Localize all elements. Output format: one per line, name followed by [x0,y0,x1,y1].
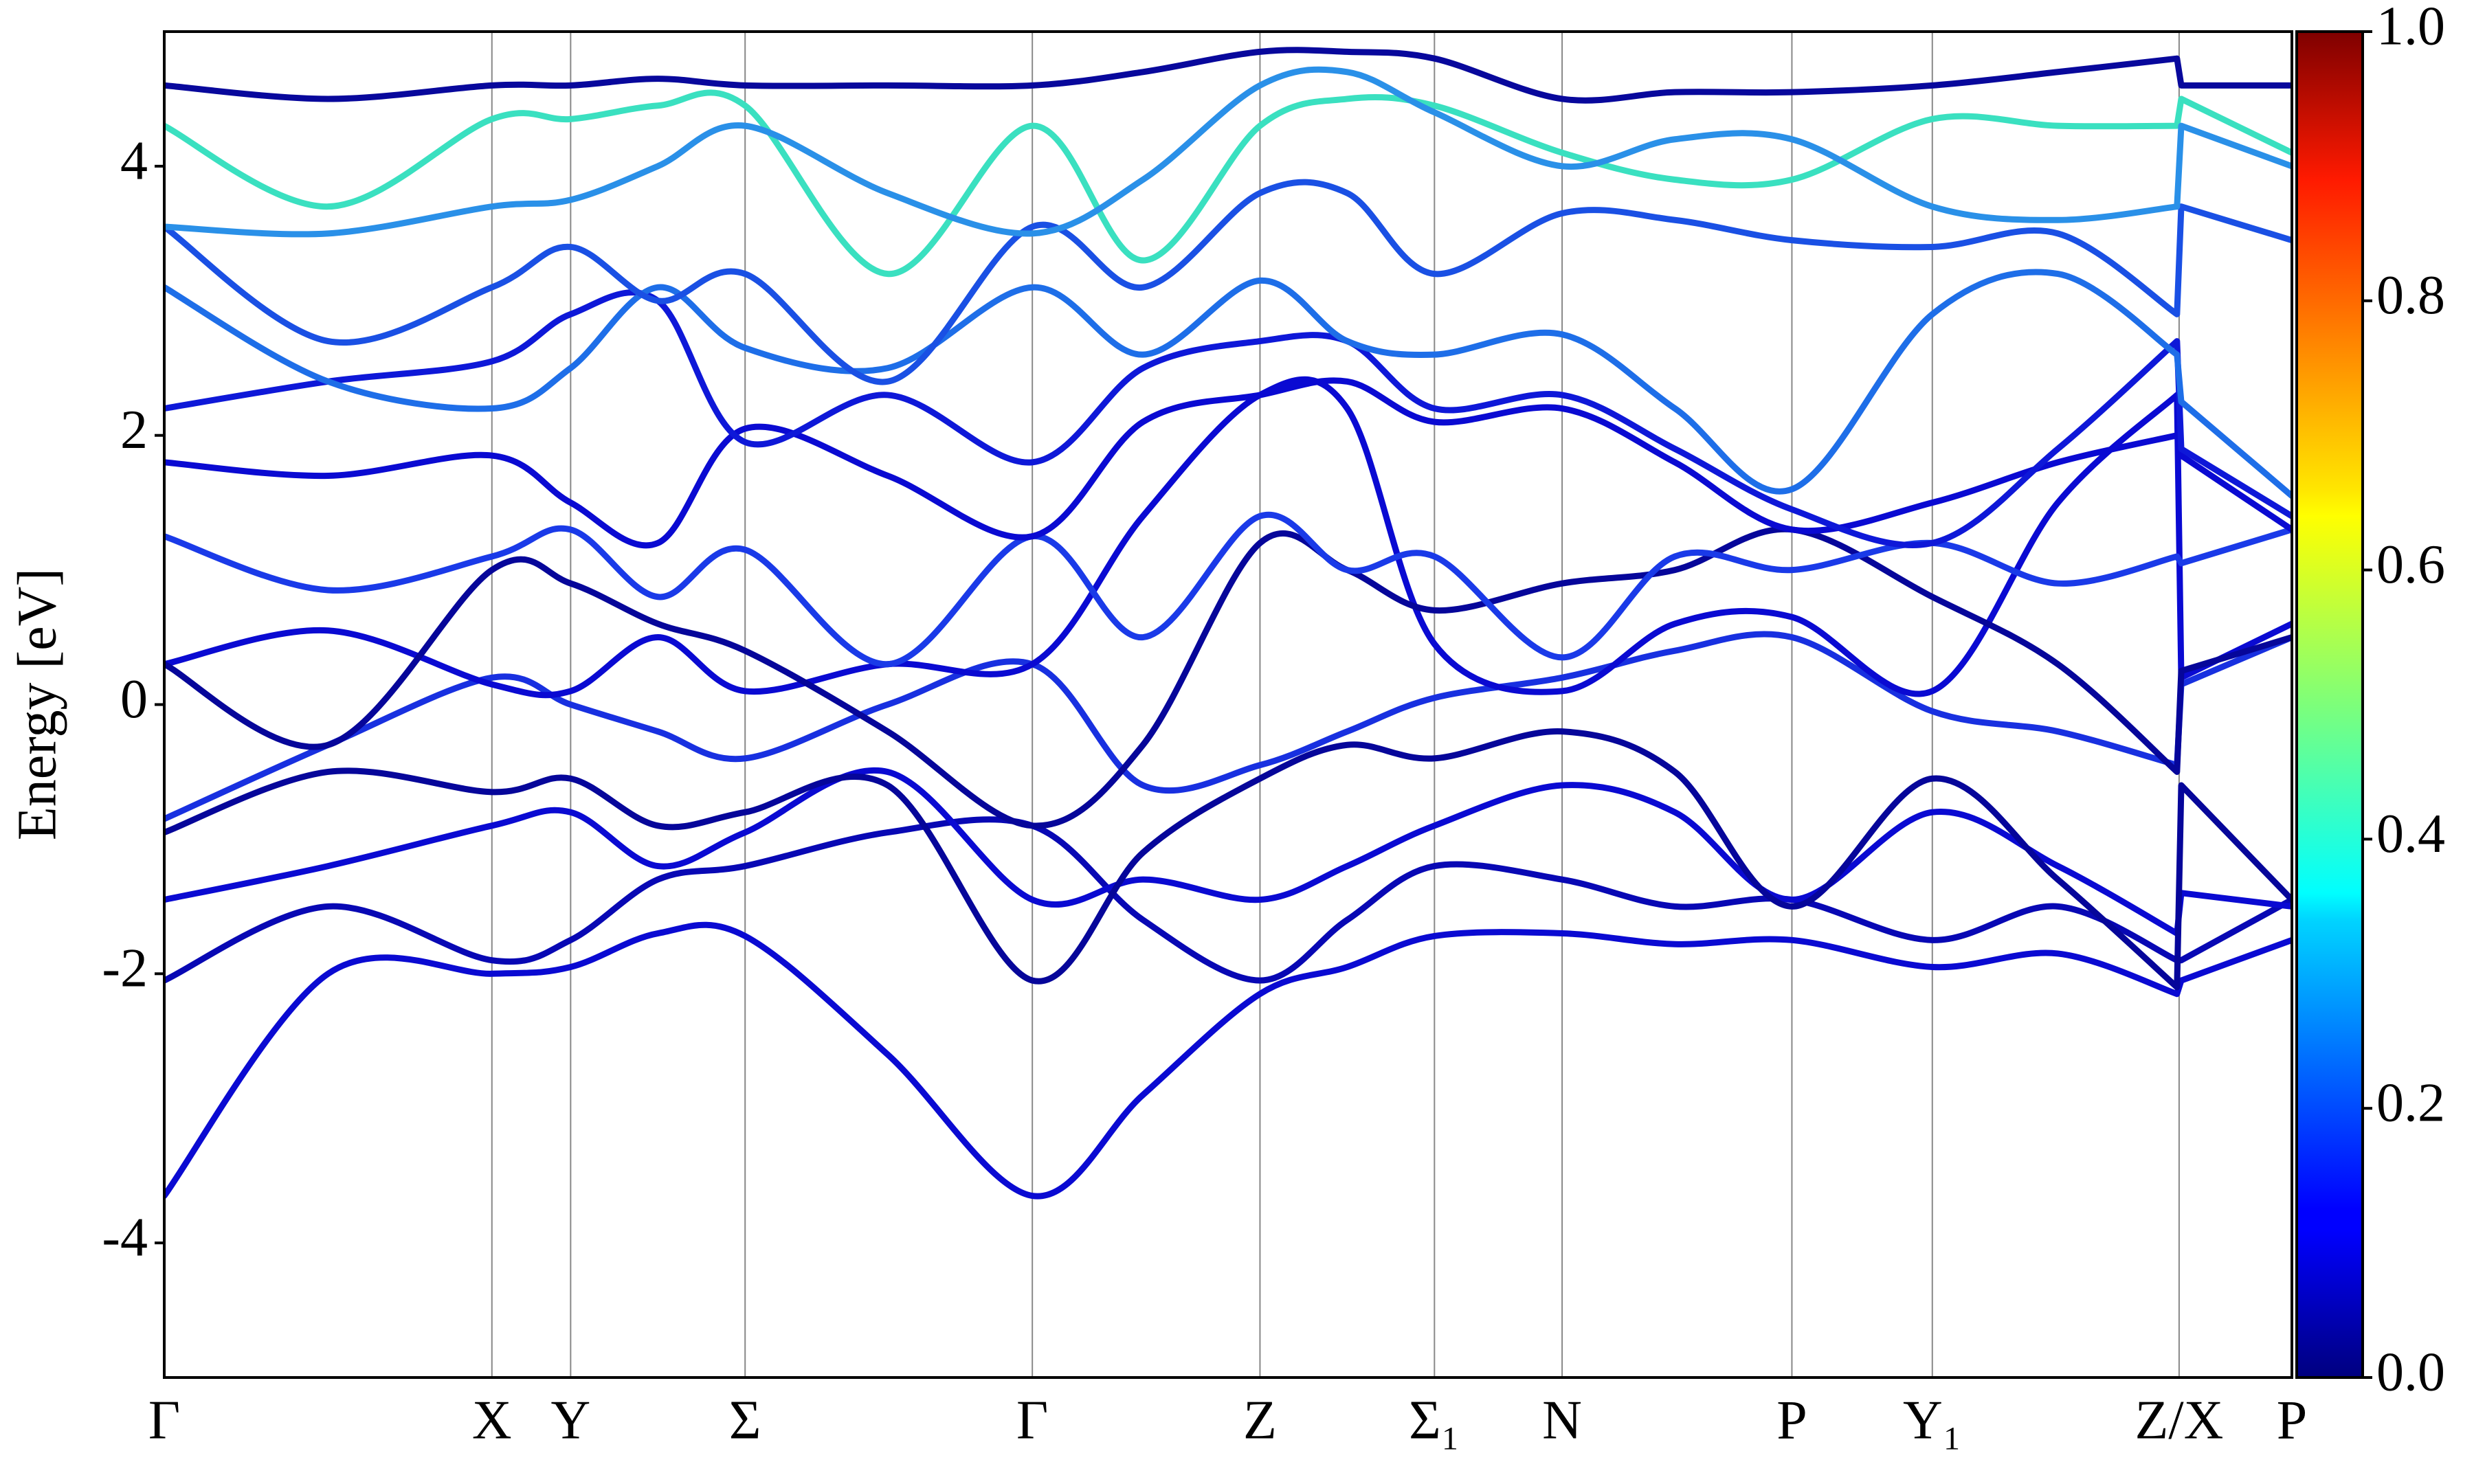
x-tick-label: Y [550,1390,590,1450]
x-tick-label: P [1776,1390,1807,1450]
bands [164,47,2292,1200]
band-line [164,289,2292,549]
band-line [164,728,2292,991]
colorbar-tick-label: 0.0 [2376,1342,2445,1402]
x-tick-label: Σ₁ [1409,1390,1460,1450]
x-tick-label: Γ [148,1390,180,1450]
colorbar-tick-label: 0.6 [2376,535,2445,595]
band-line [164,631,2292,822]
band-line [164,179,2292,385]
band-line [164,816,2292,984]
plot-frame [163,30,2293,1379]
band-line [164,47,2292,104]
x-tick-label: Z [1243,1390,1277,1450]
x-tick-label: Γ [1016,1390,1048,1450]
x-tick-label: N [1542,1390,1582,1450]
axes: Γ X Y Σ Γ Z Σ₁ N P Y₁ Z/X P -4 -2 0 2 4 0.0 0.2 0.4 0.6 0.8 1.… [102,0,2445,1450]
band-line [164,767,2292,937]
band-line [164,376,2292,699]
colorbar-tick-label: 0.2 [2376,1073,2445,1134]
y-tick-label: 2 [120,400,148,460]
x-tick-label: X [472,1390,512,1450]
colorbar-tick-label: 1.0 [2376,0,2445,56]
colorbar-tick-label: 0.8 [2376,265,2445,326]
y-tick-label: -4 [102,1207,148,1268]
y-tick-label: 4 [120,131,148,191]
y-tick-label: 0 [120,669,148,730]
colorbar-tick-label: 0.4 [2376,804,2445,864]
band-line [164,526,2292,829]
grid [164,32,2293,1378]
y-tick-label: -2 [102,938,148,999]
x-tick-label: P [2277,1390,2308,1450]
band-line [164,921,2292,1200]
band-line [164,377,2292,549]
band-line [164,269,2292,499]
x-tick-label: Z/X [2135,1390,2223,1450]
band-line [164,89,2292,278]
x-tick-label: Y₁ [1903,1390,1962,1450]
band-line [164,66,2292,238]
colorbar [2295,30,2364,1379]
y-axis-label: Energy [eV] [7,568,67,840]
x-tick-label: Σ [729,1390,761,1450]
